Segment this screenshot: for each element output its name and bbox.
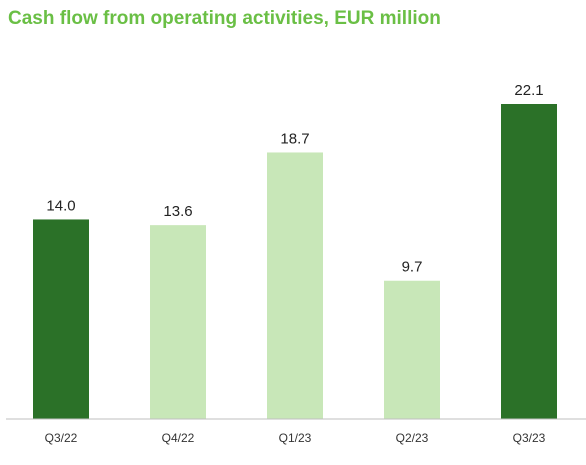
x-tick-label-q3-22: Q3/22 bbox=[45, 431, 78, 445]
bar-q3-22 bbox=[33, 219, 89, 419]
bars-group bbox=[33, 104, 557, 419]
x-tick-label-q2-23: Q2/23 bbox=[396, 431, 429, 445]
value-labels-group: 14.0 13.6 18.7 9.7 22.1 bbox=[46, 82, 543, 276]
value-label-q3-22: 14.0 bbox=[46, 197, 75, 214]
bar-q2-23 bbox=[384, 280, 440, 419]
value-label-q4-22: 13.6 bbox=[163, 203, 192, 220]
value-label-q3-23: 22.1 bbox=[514, 82, 543, 99]
x-tick-label-q4-22: Q4/22 bbox=[162, 431, 195, 445]
value-label-q2-23: 9.7 bbox=[402, 259, 423, 276]
bar-q4-22 bbox=[150, 225, 206, 419]
chart-title: Cash flow from operating activities, EUR… bbox=[8, 8, 441, 29]
x-tick-label-q3-23: Q3/23 bbox=[513, 431, 546, 445]
x-tick-labels-group: Q3/22 Q4/22 Q1/23 Q2/23 Q3/23 bbox=[45, 431, 546, 445]
bar-q1-23 bbox=[267, 152, 323, 419]
bar-q3-23 bbox=[501, 104, 557, 419]
x-tick-label-q1-23: Q1/23 bbox=[279, 431, 312, 445]
value-label-q1-23: 18.7 bbox=[280, 130, 309, 147]
